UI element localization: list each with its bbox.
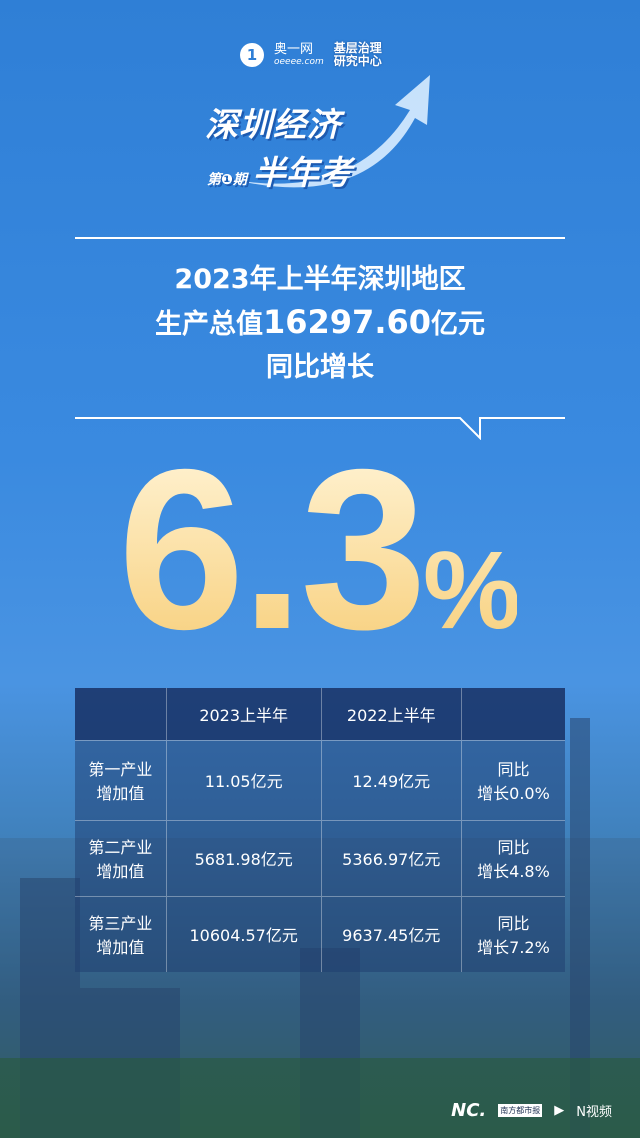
headline-prefix: 生产总值 xyxy=(154,309,263,340)
row-label: 第一产业 增加值 xyxy=(75,739,167,820)
nd-logo: NC. xyxy=(451,1100,487,1121)
arrow-graphic xyxy=(235,75,430,188)
title-line1: 深圳经济 xyxy=(205,105,341,144)
brand1-name: 奥一网 xyxy=(274,42,314,57)
industry-table: 2023上半年 2022上半年 第一产业 增加值 11.05亿元 12.49亿元 同比 增长… xyxy=(75,688,565,972)
footer-logos: NC. 南方都市报 ▶ N视频 xyxy=(451,1100,612,1121)
table-row: 第三产业 增加值 10604.57亿元 9637.45亿元 同比 增长7.2% xyxy=(75,895,565,972)
table-header: 2023上半年 2022上半年 xyxy=(75,688,565,740)
oeeee-logo-icon: 1 xyxy=(240,43,264,67)
nandu-logo: 南方都市报 xyxy=(498,1104,543,1117)
headline-suffix: 亿元 xyxy=(431,309,485,340)
speech-bubble-line xyxy=(75,417,565,440)
cell-2023: 11.05亿元 xyxy=(166,739,322,820)
cell-2022: 9637.45亿元 xyxy=(321,895,462,972)
title-line2: 半年考 xyxy=(252,153,352,192)
cell-2022: 5366.97亿元 xyxy=(321,819,462,896)
issue-label: 第❶期 xyxy=(207,172,247,188)
nvideo-logo: N视频 xyxy=(576,1105,612,1120)
header-2022: 2022上半年 xyxy=(321,688,462,740)
table-row: 第二产业 增加值 5681.98亿元 5366.97亿元 同比 增长4.8% xyxy=(75,819,565,896)
brand1-domain: oeeee.com xyxy=(274,57,324,67)
cell-2023: 10604.57亿元 xyxy=(166,895,322,972)
headline-line3: 同比增长 xyxy=(266,352,374,383)
play-icon: ▶ xyxy=(554,1103,565,1118)
divider-top xyxy=(75,237,565,239)
brand2-line2: 研究中心 xyxy=(333,54,382,68)
cell-change: 同比 增长7.2% xyxy=(461,895,565,972)
cell-2023: 5681.98亿元 xyxy=(166,819,322,896)
row-label: 第三产业 增加值 xyxy=(75,895,167,972)
growth-unit: % xyxy=(422,529,517,652)
header-2023: 2023上半年 xyxy=(166,688,322,740)
header-logos: 1 奥一网 oeeee.com 基层治理 研究中心 xyxy=(240,42,382,68)
brand2-line1: 基层治理 xyxy=(333,41,382,55)
table-row: 第一产业 增加值 11.05亿元 12.49亿元 同比 增长0.0% xyxy=(75,739,565,820)
cell-change: 同比 增长0.0% xyxy=(461,739,565,820)
growth-rate: 6.3% xyxy=(118,440,517,701)
gdp-value: 16297.60 xyxy=(262,303,431,341)
headline: 2023年上半年深圳地区 生产总值16297.60亿元 同比增长 xyxy=(0,258,640,389)
row-label: 第二产业 增加值 xyxy=(75,819,167,896)
series-title: 深圳经济 第❶期 半年考 xyxy=(205,98,352,194)
headline-line1: 2023年上半年深圳地区 xyxy=(174,264,466,295)
growth-value: 6.3 xyxy=(118,423,423,677)
cell-2022: 12.49亿元 xyxy=(321,739,462,820)
cell-change: 同比 增长4.8% xyxy=(461,819,565,896)
